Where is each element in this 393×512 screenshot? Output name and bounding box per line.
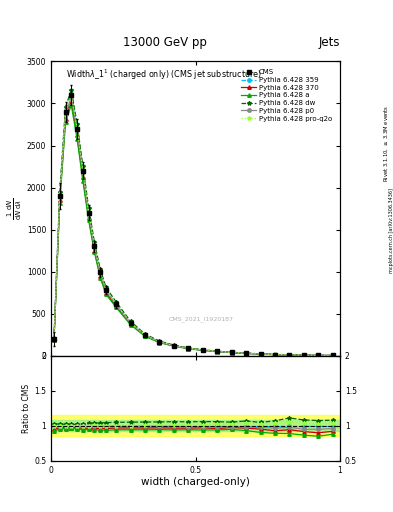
Bar <box>51 415 340 436</box>
X-axis label: width (charged-only): width (charged-only) <box>141 477 250 487</box>
Text: CMS_2021_I1920187: CMS_2021_I1920187 <box>169 316 234 322</box>
Text: Jets: Jets <box>318 36 340 49</box>
Legend: CMS, Pythia 6.428 359, Pythia 6.428 370, Pythia 6.428 a, Pythia 6.428 dw, Pythia: CMS, Pythia 6.428 359, Pythia 6.428 370,… <box>239 68 334 123</box>
Text: Width$\lambda$_1$^1$ (charged only) (CMS jet substructure): Width$\lambda$_1$^1$ (charged only) (CMS… <box>66 67 261 82</box>
Text: mcplots.cern.ch [arXiv:1306.3436]: mcplots.cern.ch [arXiv:1306.3436] <box>389 188 393 273</box>
Text: 13000 GeV pp: 13000 GeV pp <box>123 36 207 49</box>
Y-axis label: Ratio to CMS: Ratio to CMS <box>22 383 31 433</box>
Bar <box>51 420 340 432</box>
Y-axis label: $\frac{1}{\mathrm{d}N}\frac{\mathrm{d}N}{\mathrm{d}\lambda}$: $\frac{1}{\mathrm{d}N}\frac{\mathrm{d}N}… <box>6 198 24 220</box>
Text: Rivet 3.1.10, $\geq$ 3.3M events: Rivet 3.1.10, $\geq$ 3.3M events <box>382 105 390 182</box>
